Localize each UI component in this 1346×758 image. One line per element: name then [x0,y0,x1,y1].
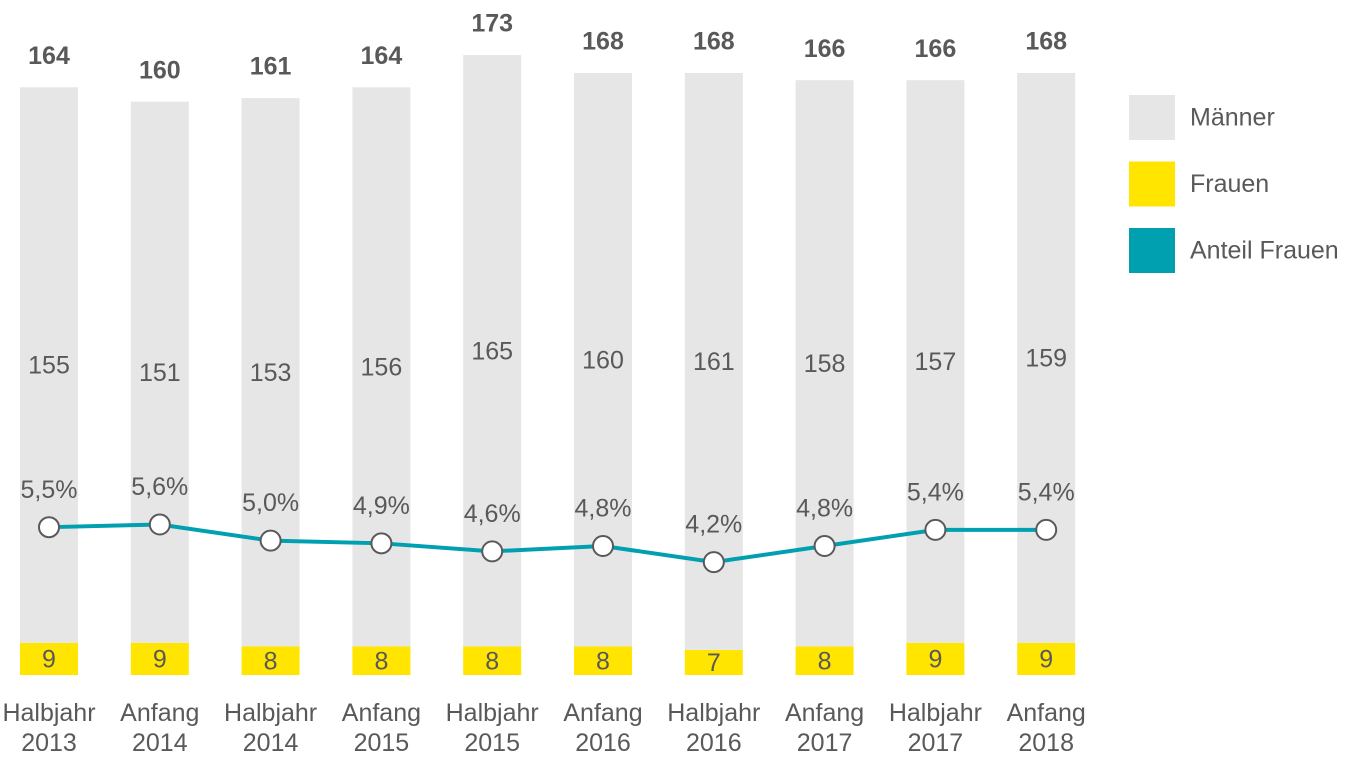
bar-segment [130,101,189,643]
line-label: 4,8% [575,495,632,523]
bar-segment [1017,73,1076,643]
bar-segment [463,646,522,675]
value-label: 155 [28,352,70,380]
value-label: 9 [42,645,56,673]
line-point [813,535,836,557]
bar-segment [130,642,189,675]
line-label: 4,2% [685,511,742,539]
x-tick-label: Anfang 2016 [563,699,643,757]
total-label: 164 [28,42,70,70]
total-label: 166 [804,35,846,63]
x-tick-label: Halbjahr 2014 [224,699,318,757]
total-label: 161 [250,53,292,81]
line-label: 5,6% [131,473,188,501]
value-label: 9 [1039,645,1053,673]
bar-segment [574,646,632,675]
line-point [38,516,60,539]
value-label: 151 [139,359,181,387]
total-label: 168 [693,28,735,56]
bar-segment [241,98,300,647]
line-label: 5,0% [242,489,299,517]
bar-segment [684,649,743,675]
x-tick-label: Halbjahr 2016 [667,699,761,757]
total-label: 164 [361,42,403,70]
value-label: 159 [1025,344,1067,372]
bar-segment [20,87,78,643]
line-label: 5,5% [21,476,78,504]
x-tick-label: Anfang 2017 [784,699,865,757]
value-label: 8 [596,647,610,675]
value-label: 7 [707,649,721,677]
line-label: 4,9% [353,492,410,520]
value-label: 161 [693,348,735,376]
value-label: 158 [804,350,846,378]
line-point [1035,518,1058,541]
line-point [924,518,947,541]
total-label: 168 [1025,28,1067,56]
line-point [148,513,171,536]
total-label: 160 [139,56,181,84]
x-tick-label: Halbjahr 2015 [445,699,539,757]
value-label: 157 [915,348,957,376]
value-label: 8 [264,647,278,675]
legend-swatch [1129,228,1175,273]
x-tick-label: Halbjahr 2013 [2,699,96,757]
bar-segment [20,642,78,675]
bar-segment [795,646,854,675]
x-tick-label: Anfang 2018 [1006,699,1086,757]
line-label: 5,4% [1018,478,1075,506]
bar-segment [906,642,965,675]
bar-segment [352,646,411,675]
legend-swatch [1129,161,1175,207]
value-label: 9 [153,645,167,673]
line-point [259,529,282,552]
line-point [702,551,725,574]
line-point [481,540,504,563]
total-label: 166 [915,35,957,63]
x-tick-label: Halbjahr 2017 [888,699,982,757]
line-point [370,532,393,555]
value-label: 8 [818,647,832,675]
bar-segment [906,80,965,643]
legend-label: Männer [1190,104,1275,132]
line-label: 4,8% [796,495,853,523]
value-label: 165 [471,337,513,365]
x-tick-label: Anfang 2015 [341,699,422,757]
legend-label: Anteil Frauen [1190,237,1339,265]
value-label: 8 [485,647,499,675]
bar-segment [241,646,300,675]
value-label: 160 [582,346,624,374]
line [48,522,1047,565]
legend-label: Frauen [1190,170,1269,198]
total-label: 168 [582,28,624,56]
value-label: 156 [361,353,403,381]
legend-swatch [1129,95,1175,140]
x-tick-label: Anfang 2014 [120,699,200,757]
value-label: 153 [250,359,292,387]
value-label: 9 [928,645,942,673]
line-point [592,535,614,557]
line-label: 5,4% [907,478,964,506]
total-label: 173 [471,10,513,38]
value-label: 8 [374,647,388,675]
bar-segment [1017,642,1076,675]
line-label: 4,6% [464,500,521,528]
